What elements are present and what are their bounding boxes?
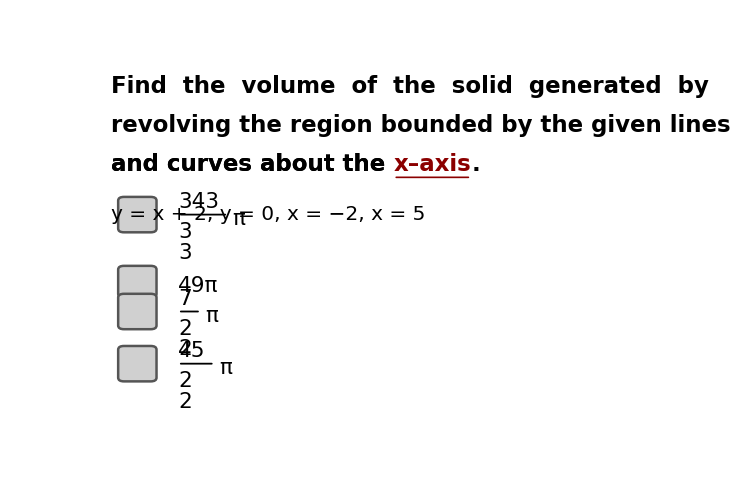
Text: 49π: 49π	[178, 276, 218, 296]
Text: π: π	[206, 306, 218, 326]
Text: π: π	[232, 209, 245, 229]
Text: x–axis: x–axis	[394, 153, 471, 176]
Text: and curves about the: and curves about the	[111, 153, 394, 176]
Text: π: π	[219, 358, 232, 378]
Text: 2: 2	[178, 319, 192, 339]
FancyBboxPatch shape	[118, 266, 157, 298]
FancyBboxPatch shape	[118, 294, 157, 329]
Text: Find  the  volume  of  the  solid  generated  by: Find the volume of the solid generated b…	[111, 75, 709, 98]
Text: 3: 3	[178, 222, 192, 242]
Text: and curves about the: and curves about the	[111, 153, 394, 176]
Text: 7: 7	[178, 289, 192, 309]
Text: 2: 2	[178, 371, 192, 391]
Text: 2: 2	[178, 339, 192, 360]
Text: 45: 45	[178, 341, 206, 362]
Text: y = x + 2, y = 0, x = −2, x = 5: y = x + 2, y = 0, x = −2, x = 5	[111, 205, 425, 224]
Text: 2: 2	[178, 392, 192, 411]
FancyBboxPatch shape	[118, 346, 157, 381]
Text: 343: 343	[178, 192, 219, 212]
FancyBboxPatch shape	[118, 197, 157, 232]
Text: .: .	[471, 153, 480, 176]
Text: 3: 3	[178, 242, 192, 262]
Text: revolving the region bounded by the given lines: revolving the region bounded by the give…	[111, 114, 730, 137]
